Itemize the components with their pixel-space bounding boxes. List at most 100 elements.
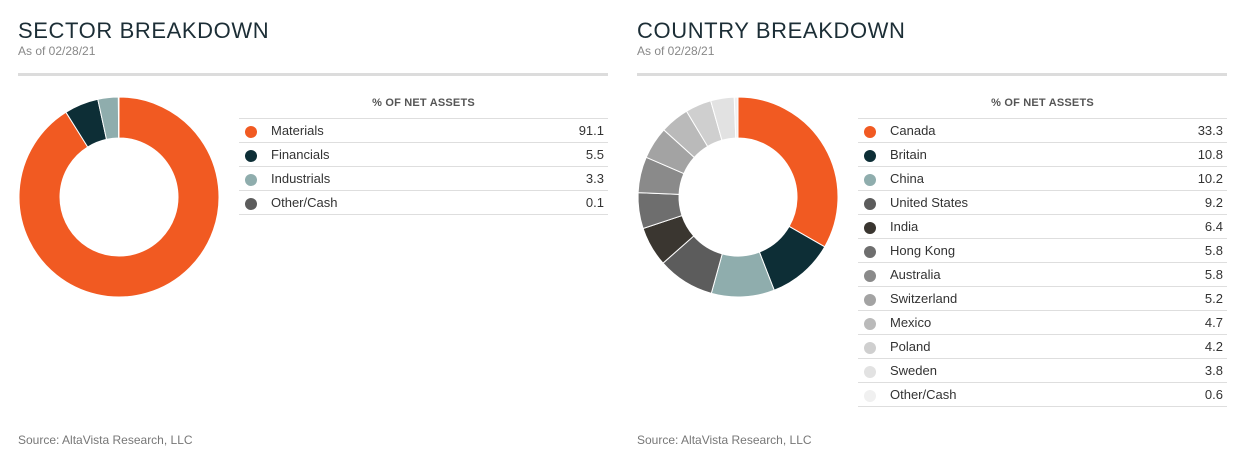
- country-legend-table: Canada 33.3 Britain 10.8 China 10.2 United Sta…: [858, 118, 1227, 407]
- legend-color-dot-icon: [864, 197, 876, 210]
- country-as-of-date: As of 02/28/21: [637, 44, 715, 58]
- legend-value: 3.8: [1134, 358, 1227, 383]
- sector-legend: % OF NET ASSETS Materials 91.1 Financials 5…: [239, 93, 608, 215]
- legend-value: 4.2: [1134, 334, 1227, 359]
- legend-color-dot-icon: [245, 149, 257, 162]
- sector-legend-table: Materials 91.1 Financials 5.5 Industrials 3.3…: [239, 118, 608, 215]
- legend-value: 10.2: [1134, 166, 1227, 191]
- legend-value: 5.2: [1134, 286, 1227, 311]
- legend-color-dot-icon: [864, 125, 876, 138]
- sector-divider: [18, 73, 608, 76]
- legend-swatch-cell: [858, 262, 890, 287]
- legend-row-poland: Poland 4.2: [858, 334, 1227, 359]
- country-title: COUNTRY BREAKDOWN: [637, 18, 906, 43]
- legend-color-dot-icon: [864, 341, 876, 354]
- legend-value: 5.8: [1134, 238, 1227, 263]
- legend-label: Britain: [890, 142, 1135, 167]
- legend-value: 6.4: [1134, 214, 1227, 239]
- legend-swatch-cell: [858, 286, 890, 311]
- legend-swatch-cell: [239, 142, 271, 167]
- legend-row-india: India 6.4: [858, 214, 1227, 239]
- legend-swatch-cell: [858, 382, 890, 407]
- country-divider: [637, 73, 1227, 76]
- legend-color-dot-icon: [864, 149, 876, 162]
- country-donut-chart: [637, 96, 839, 298]
- legend-label: Other/Cash: [271, 190, 505, 215]
- sector-as-of-date: As of 02/28/21: [18, 44, 96, 58]
- legend-color-dot-icon: [864, 293, 876, 306]
- legend-row-hong-kong: Hong Kong 5.8: [858, 238, 1227, 263]
- sector-breakdown-panel: SECTOR BREAKDOWN As of 02/28/21 % OF NET…: [18, 0, 608, 469]
- legend-label: China: [890, 166, 1135, 191]
- legend-value: 4.7: [1134, 310, 1227, 335]
- legend-row-britain: Britain 10.8: [858, 142, 1227, 167]
- donut-slice-materials: [18, 96, 220, 298]
- legend-swatch-cell: [858, 238, 890, 263]
- donut-slice-other-cash: [733, 96, 739, 139]
- donut-slice-other-cash: [117, 96, 120, 139]
- legend-value: 9.2: [1134, 190, 1227, 215]
- legend-swatch-cell: [858, 190, 890, 215]
- legend-row-mexico: Mexico 4.7: [858, 310, 1227, 335]
- legend-row-china: China 10.2: [858, 166, 1227, 191]
- legend-color-dot-icon: [245, 125, 257, 138]
- legend-row-materials: Materials 91.1: [239, 118, 608, 143]
- country-legend: % OF NET ASSETS Canada 33.3 Britain 10.8 Chi…: [858, 93, 1227, 407]
- country-legend-header: % OF NET ASSETS: [991, 97, 1094, 109]
- legend-swatch-cell: [858, 214, 890, 239]
- legend-value: 0.1: [504, 190, 608, 215]
- legend-label: Australia: [890, 262, 1135, 287]
- legend-label: Financials: [271, 142, 505, 167]
- legend-row-other-cash: Other/Cash 0.1: [239, 190, 608, 215]
- legend-color-dot-icon: [245, 173, 257, 186]
- legend-row-canada: Canada 33.3: [858, 118, 1227, 143]
- legend-color-dot-icon: [864, 269, 876, 282]
- legend-label: Materials: [271, 118, 505, 143]
- legend-row-financials: Financials 5.5: [239, 142, 608, 167]
- sector-title: SECTOR BREAKDOWN: [18, 18, 270, 43]
- legend-row-industrials: Industrials 3.3: [239, 166, 608, 191]
- legend-label: Sweden: [890, 358, 1135, 383]
- legend-value: 33.3: [1134, 118, 1227, 143]
- legend-label: United States: [890, 190, 1135, 215]
- legend-swatch-cell: [858, 334, 890, 359]
- legend-color-dot-icon: [864, 173, 876, 186]
- legend-color-dot-icon: [864, 317, 876, 330]
- legend-value: 5.5: [504, 142, 608, 167]
- legend-label: Other/Cash: [890, 382, 1135, 407]
- legend-color-dot-icon: [245, 197, 257, 210]
- legend-row-switzerland: Switzerland 5.2: [858, 286, 1227, 311]
- legend-value: 91.1: [504, 118, 608, 143]
- legend-row-other-cash: Other/Cash 0.6: [858, 382, 1227, 407]
- legend-color-dot-icon: [864, 389, 876, 402]
- legend-swatch-cell: [239, 118, 271, 143]
- legend-label: Poland: [890, 334, 1135, 359]
- legend-row-australia: Australia 5.8: [858, 262, 1227, 287]
- sector-donut-chart: [18, 96, 220, 298]
- legend-label: Industrials: [271, 166, 505, 191]
- legend-value: 5.8: [1134, 262, 1227, 287]
- legend-color-dot-icon: [864, 365, 876, 378]
- legend-value: 10.8: [1134, 142, 1227, 167]
- donut-slice-canada: [737, 96, 839, 248]
- legend-color-dot-icon: [864, 221, 876, 234]
- legend-label: Hong Kong: [890, 238, 1135, 263]
- legend-color-dot-icon: [864, 245, 876, 258]
- legend-row-united-states: United States 9.2: [858, 190, 1227, 215]
- legend-value: 3.3: [504, 166, 608, 191]
- legend-swatch-cell: [239, 190, 271, 215]
- legend-label: India: [890, 214, 1135, 239]
- country-source: Source: AltaVista Research, LLC: [637, 433, 812, 447]
- country-breakdown-panel: COUNTRY BREAKDOWN As of 02/28/21 % OF NE…: [637, 0, 1227, 469]
- legend-value: 0.6: [1134, 382, 1227, 407]
- legend-swatch-cell: [858, 166, 890, 191]
- legend-swatch-cell: [858, 310, 890, 335]
- legend-swatch-cell: [239, 166, 271, 191]
- sector-source: Source: AltaVista Research, LLC: [18, 433, 193, 447]
- sector-legend-header: % OF NET ASSETS: [372, 97, 475, 109]
- legend-swatch-cell: [858, 358, 890, 383]
- legend-swatch-cell: [858, 142, 890, 167]
- legend-row-sweden: Sweden 3.8: [858, 358, 1227, 383]
- legend-swatch-cell: [858, 118, 890, 143]
- legend-label: Mexico: [890, 310, 1135, 335]
